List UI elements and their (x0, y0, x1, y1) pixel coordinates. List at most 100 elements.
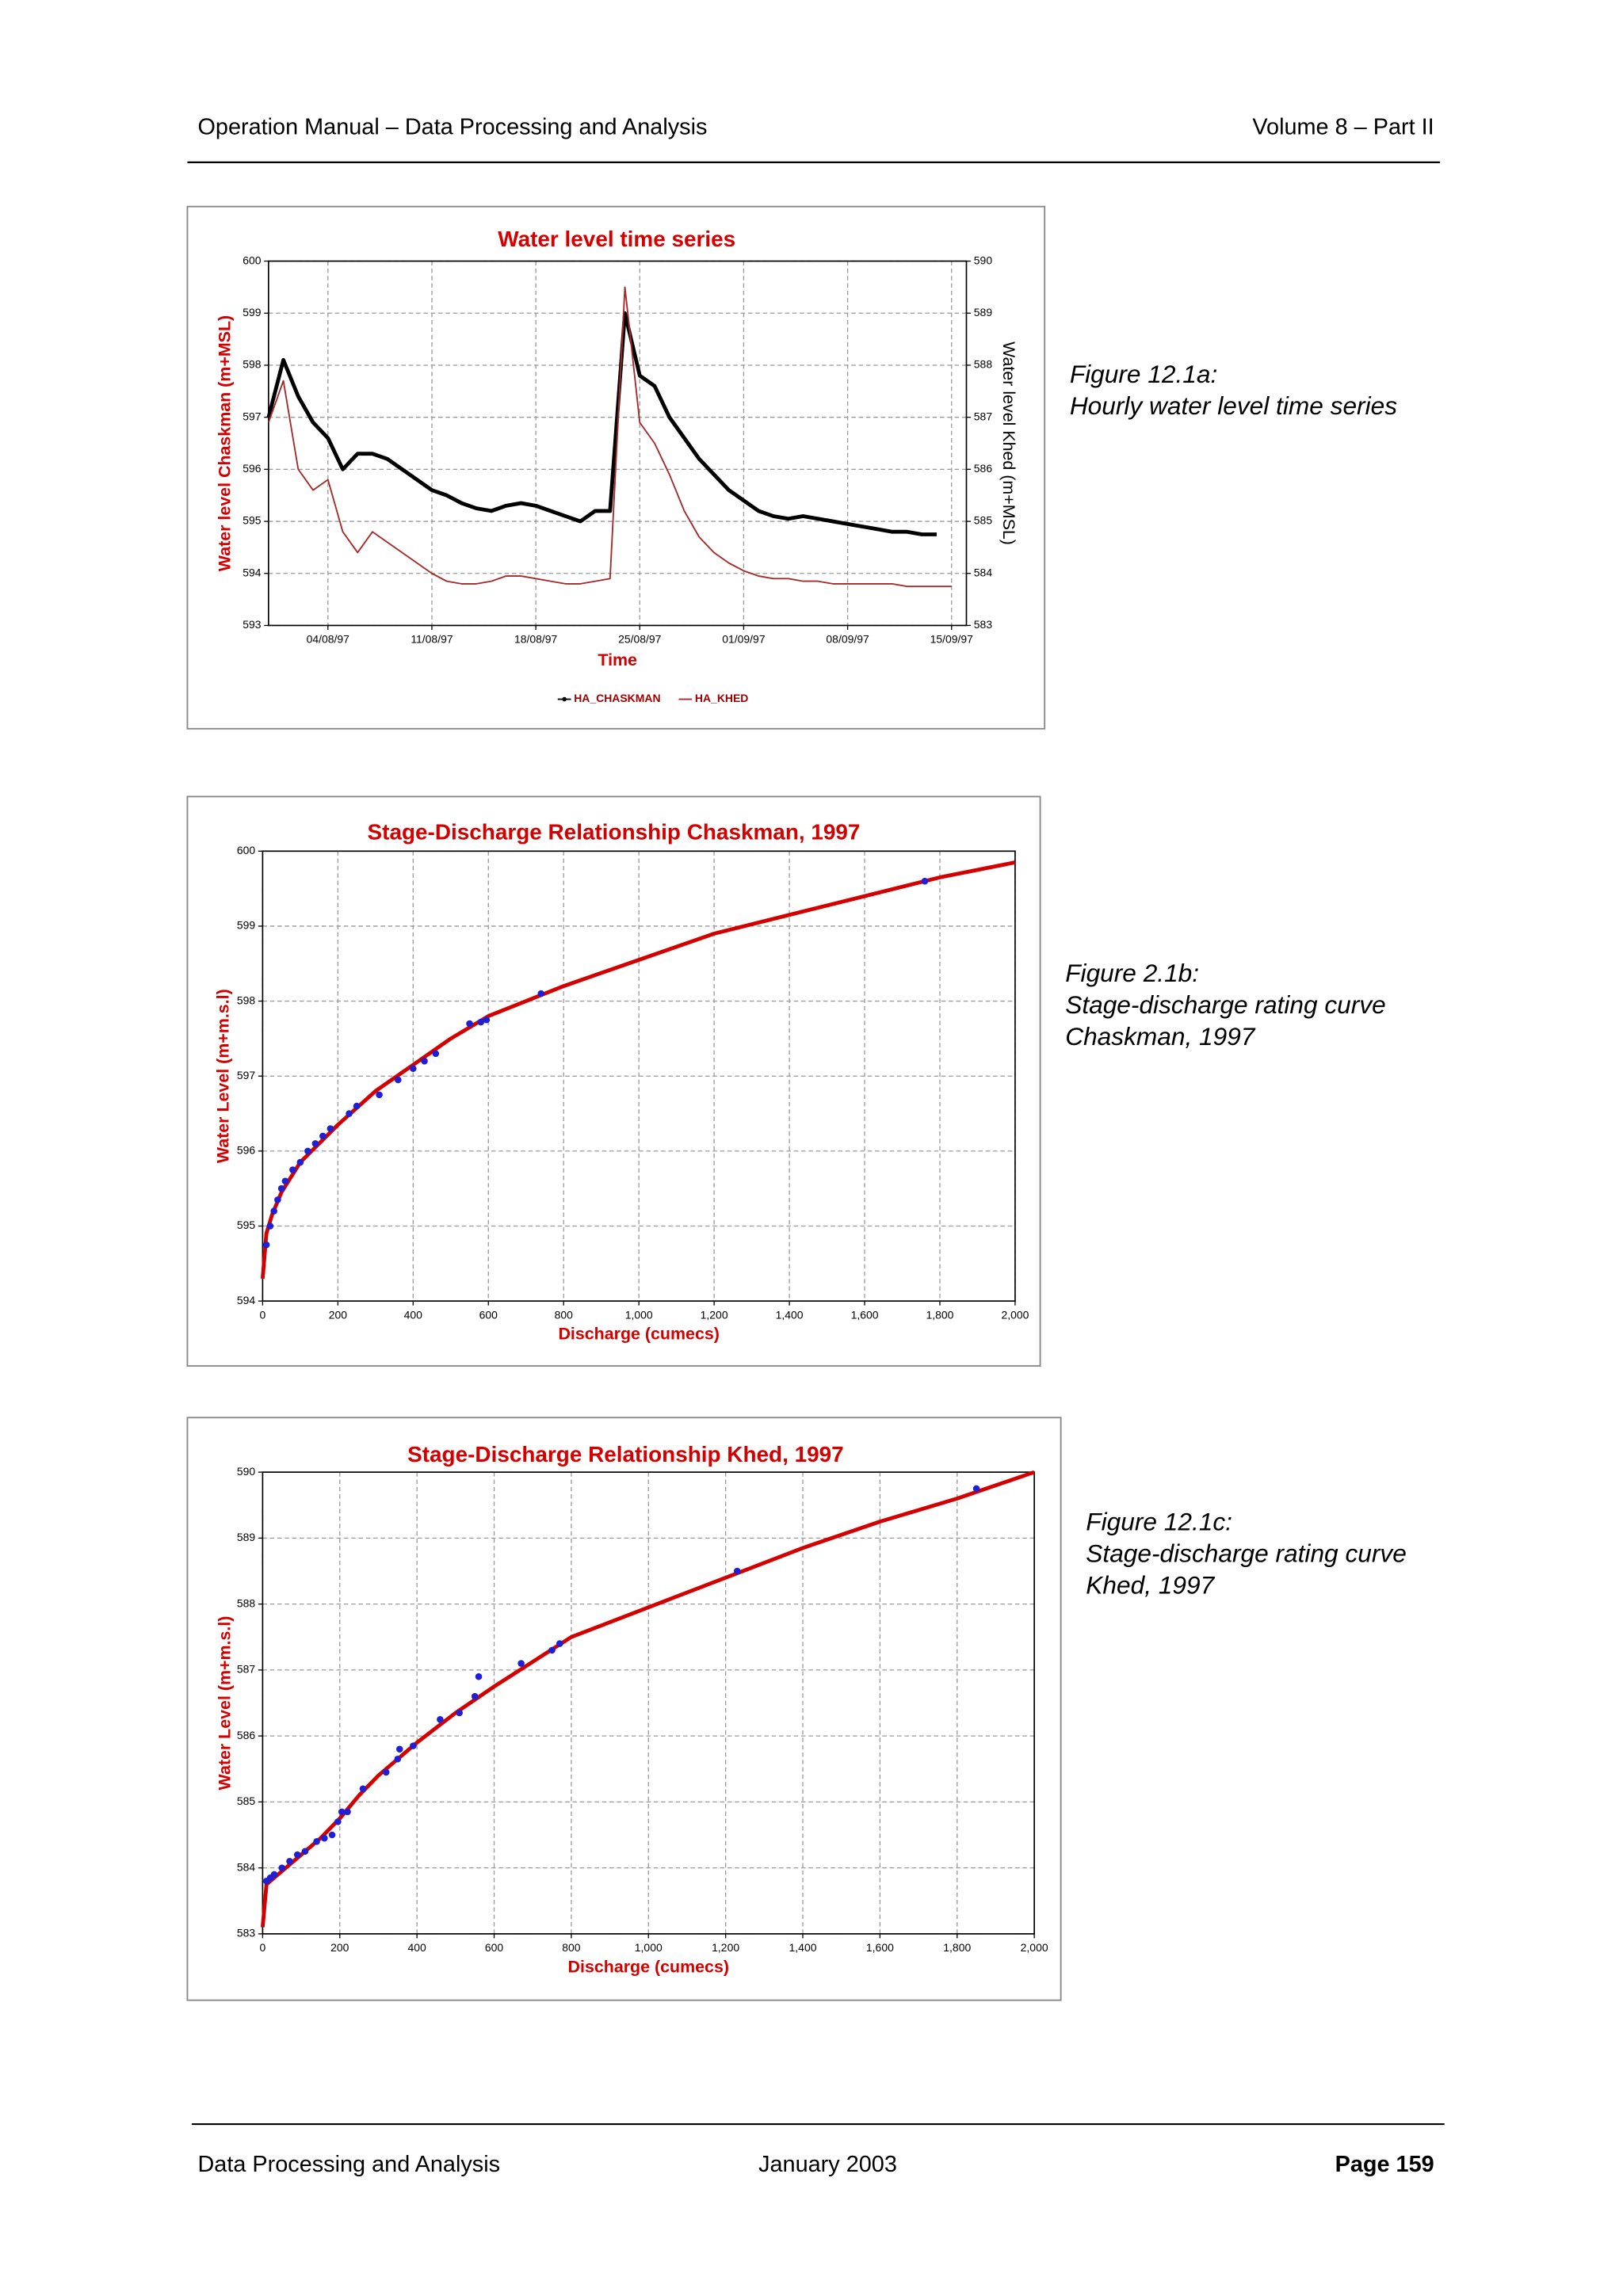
x-tick-label: 01/09/97 (722, 633, 766, 646)
observation-point (313, 1838, 320, 1845)
x-tick-label: 11/08/97 (411, 633, 453, 646)
observation-point (395, 1745, 403, 1753)
figure: Stage-Discharge Relationship Khed, 1997 D… (186, 1417, 1062, 2001)
y-tick-label: 590 (237, 1465, 256, 1478)
y-tick-label: 585 (237, 1794, 256, 1807)
x-tick-label: 0 (260, 1308, 266, 1321)
y-tick-label: 587 (237, 1663, 256, 1676)
observation-point (394, 1755, 402, 1763)
x-tick-label: 1,600 (851, 1308, 879, 1321)
observation-point (334, 1818, 342, 1825)
y2-tick-label: 585 (974, 514, 993, 527)
figure-caption: Stage-discharge rating curve (1065, 990, 1386, 1019)
observation-point (277, 1184, 285, 1192)
observation-point (556, 1640, 563, 1647)
x-tick-label: 1,200 (712, 1941, 739, 1954)
y-tick-label: 596 (237, 1144, 256, 1157)
x-tick-label: 1,400 (789, 1941, 817, 1954)
footer-left: Data Processing and Analysis (197, 2152, 500, 2177)
chart-title: Stage-Discharge Relationship Chaskman, 1… (368, 819, 861, 844)
series-line (266, 311, 938, 536)
y-tick-label: 597 (237, 1069, 256, 1081)
y2-axis-label: Water level Khed (m+MSL) (999, 341, 1018, 545)
observation-point (466, 1020, 473, 1028)
y-tick-label: 598 (237, 994, 256, 1006)
legend-label: HA_KHED (695, 692, 748, 704)
observation-point (344, 1808, 351, 1816)
observation-point (359, 1785, 367, 1793)
y-tick-label: 588 (237, 1596, 256, 1609)
observation-point (471, 1692, 479, 1700)
observation-point (286, 1858, 293, 1865)
x-tick-label: 200 (329, 1308, 348, 1321)
observation-point (262, 1241, 270, 1249)
observation-point (289, 1166, 296, 1173)
figure: Water level time series Time Water level C… (186, 205, 1046, 730)
observation-point (319, 1132, 327, 1140)
observation-point (382, 1768, 390, 1776)
rating-curve (260, 860, 1016, 1279)
x-tick-label: 800 (555, 1308, 574, 1321)
observation-point (421, 1058, 428, 1065)
observation-point (304, 1147, 311, 1155)
figure-caption: Figure 12.1a: (1070, 360, 1217, 388)
figure-caption: Khed, 1997 (1086, 1571, 1215, 1600)
observation-point (437, 1716, 444, 1723)
x-tick-label: 18/08/97 (514, 633, 558, 646)
observation-point (270, 1207, 277, 1215)
footer-right: Page 159 (1335, 2152, 1434, 2177)
figure-caption: Figure 12.1c: (1086, 1508, 1232, 1536)
observation-point (296, 1158, 304, 1166)
observation-point (456, 1709, 463, 1717)
x-tick-label: 2,000 (1001, 1308, 1029, 1321)
y-tick-label: 595 (242, 514, 262, 527)
y-tick-label: 583 (237, 1927, 256, 1939)
x-axis-label: Discharge (cumecs) (568, 1957, 729, 1976)
observation-point (376, 1091, 383, 1099)
observation-point (537, 990, 545, 997)
x-tick-label: 08/09/97 (826, 633, 869, 646)
series-line (267, 286, 952, 588)
observation-point (517, 1660, 525, 1667)
observation-point (321, 1834, 328, 1842)
y-tick-label: 594 (237, 1294, 256, 1306)
y-tick-label: 594 (242, 566, 262, 578)
legend-label: HA_CHASKMAN (574, 692, 660, 704)
observation-point (477, 1018, 485, 1026)
header-right: Volume 8 – Part II (1252, 115, 1434, 140)
x-tick-label: 1,600 (866, 1941, 894, 1954)
observation-point (972, 1485, 980, 1493)
observation-point (921, 877, 929, 885)
x-tick-label: 1,800 (943, 1941, 971, 1954)
y-tick-label: 584 (237, 1860, 256, 1873)
observation-point (409, 1742, 417, 1749)
observation-point (281, 1177, 289, 1185)
x-tick-label: 600 (485, 1941, 504, 1954)
observation-point (475, 1672, 483, 1680)
y2-tick-label: 586 (974, 462, 993, 475)
x-tick-label: 1,000 (625, 1308, 653, 1321)
observation-point (346, 1110, 353, 1117)
observation-point (338, 1808, 346, 1816)
y-tick-label: 600 (242, 254, 262, 266)
observation-point (548, 1646, 556, 1654)
y2-tick-label: 583 (974, 618, 993, 631)
y-tick-label: 595 (237, 1219, 256, 1231)
figure: Stage-Discharge Relationship Chaskman, 1… (186, 795, 1041, 1367)
legend-marker (562, 696, 567, 702)
observation-point (301, 1848, 309, 1855)
observation-point (410, 1065, 417, 1073)
y-tick-label: 597 (242, 410, 262, 422)
observation-point (733, 1567, 741, 1575)
y2-tick-label: 589 (974, 306, 993, 318)
figure-caption: Stage-discharge rating curve (1086, 1539, 1407, 1568)
y2-tick-label: 588 (974, 358, 993, 371)
y-axis-label: Water Level (m+m.s.l) (214, 989, 233, 1163)
y-tick-label: 598 (242, 358, 262, 371)
x-tick-label: 400 (408, 1941, 427, 1954)
y-axis-label: Water level Chaskman (m+MSL) (216, 315, 235, 571)
observation-point (328, 1831, 336, 1839)
y-tick-label: 593 (242, 618, 262, 631)
x-tick-label: 0 (260, 1941, 266, 1954)
